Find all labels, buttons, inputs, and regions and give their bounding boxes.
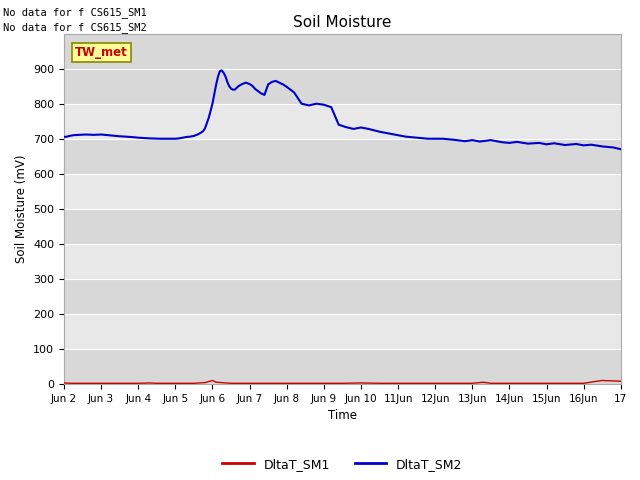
Title: Soil Moisture: Soil Moisture: [293, 15, 392, 30]
Bar: [64, 104, 621, 139]
Bar: [64, 69, 621, 104]
X-axis label: Time: Time: [328, 409, 357, 422]
Bar: [64, 349, 621, 384]
Text: No data for f CS615_SM2: No data for f CS615_SM2: [3, 22, 147, 33]
Bar: [64, 279, 621, 314]
Bar: [64, 174, 621, 209]
Bar: [64, 209, 621, 244]
Bar: [64, 314, 621, 349]
Legend: DltaT_SM1, DltaT_SM2: DltaT_SM1, DltaT_SM2: [217, 453, 468, 476]
Bar: [64, 139, 621, 174]
Text: TW_met: TW_met: [75, 46, 128, 59]
Bar: [64, 244, 621, 279]
Text: No data for f CS615_SM1: No data for f CS615_SM1: [3, 7, 147, 18]
Y-axis label: Soil Moisture (mV): Soil Moisture (mV): [15, 155, 28, 263]
